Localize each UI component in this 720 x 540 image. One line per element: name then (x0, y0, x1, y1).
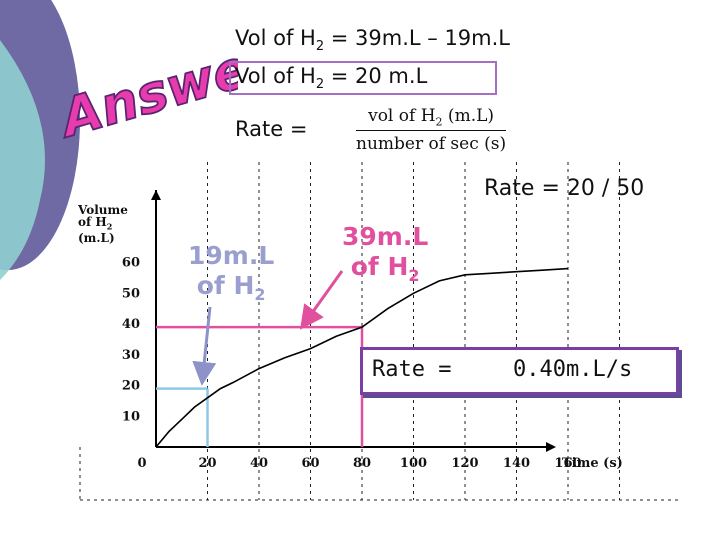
volume-result-box: Vol of H2 = 20 m.L (229, 61, 497, 96)
x-tick-label-100: 100 (400, 456, 427, 471)
y-axis-label: Volume of H2 (m.L) (78, 203, 128, 246)
rate-result-value: 0.40m.L/s (513, 357, 633, 382)
rate-result-box: Rate = 0.40m.L/s (360, 347, 679, 395)
y-tick-label-10: 10 (122, 409, 140, 424)
volume-curve (155, 267, 569, 448)
rate-result-label: Rate = (372, 357, 452, 382)
y-tick-label-60: 60 (122, 256, 140, 271)
x-tick-label-80: 80 (353, 456, 371, 471)
y-tick-label-40: 40 (122, 317, 140, 332)
answer-heading-art: Answer: (50, 25, 238, 139)
rate-fraction: vol of H2 (m.L) number of sec (s) (356, 106, 507, 155)
y-tick-label-50: 50 (122, 286, 140, 301)
rate-calculation: Rate = 20 / 50 (484, 176, 645, 201)
x-tick-label-20: 20 (198, 456, 216, 471)
x-axis-arrowhead (546, 442, 556, 452)
callout-39ml: 39m.L of H2 (342, 222, 429, 285)
x-tick-label-120: 120 (451, 456, 478, 471)
x-axis-label: Time (s) (562, 456, 623, 471)
x-tick-label-40: 40 (250, 456, 268, 471)
fraction-denominator: number of sec (s) (356, 134, 507, 155)
x-tick-label-0: 0 (137, 456, 146, 471)
y-tick-label-20: 20 (122, 379, 140, 394)
volume-equation-line: Vol of H2 = 39m.L – 19m.L (235, 26, 510, 55)
x-tick-label-60: 60 (301, 456, 319, 471)
x-tick-label-160: 160 (554, 456, 581, 471)
arrow-to-19ml-point (192, 306, 217, 386)
side-teal-arc (0, 40, 45, 280)
x-tick-label-140: 140 (503, 456, 530, 471)
callout-19ml: 19m.L of H2 (188, 241, 275, 304)
y-axis-arrowhead (151, 190, 161, 200)
arrow-to-39ml-point (300, 270, 344, 330)
fraction-numerator: vol of H2 (m.L) (356, 106, 507, 132)
rate-label: Rate = (235, 117, 308, 141)
y-tick-label-30: 30 (122, 348, 140, 363)
